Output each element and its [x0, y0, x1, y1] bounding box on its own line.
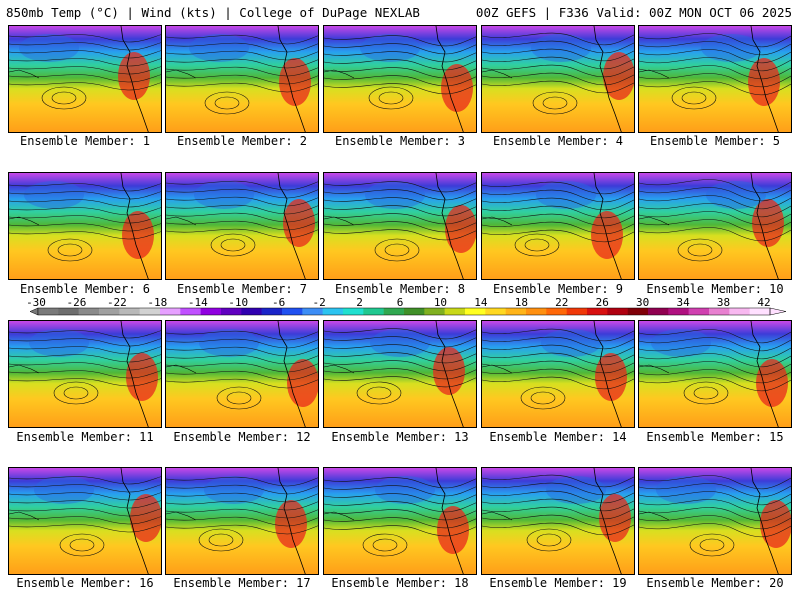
ensemble-member-label: Ensemble Member: 5: [649, 134, 781, 148]
colorbar-tick-label: 38: [717, 296, 730, 309]
colorbar-swatch: [709, 308, 730, 315]
colorbar-tick-label: 14: [474, 296, 488, 309]
colorbar-tick-label: -18: [147, 296, 167, 309]
colorbar-swatch: [261, 308, 283, 315]
ensemble-member-label: Ensemble Member: 20: [646, 576, 784, 590]
ensemble-member-map: [323, 467, 477, 575]
colorbar-tick-label: -30: [26, 296, 46, 309]
colorbar-swatch: [587, 308, 608, 315]
ensemble-member-map: [323, 172, 477, 280]
ensemble-member-map: [323, 320, 477, 428]
colorbar-swatch: [322, 308, 344, 315]
colorbar-swatch: [485, 308, 506, 315]
colorbar-tick-label: 30: [636, 296, 649, 309]
ensemble-member-label: Ensemble Member: 12: [173, 430, 311, 444]
ensemble-member-label: Ensemble Member: 18: [331, 576, 469, 590]
colorbar-tick-label: 6: [397, 296, 404, 309]
colorbar-swatch: [729, 308, 750, 315]
colorbar-swatch: [424, 308, 445, 315]
map-title: 850mb Temp (°C) | Wind (kts) | College o…: [6, 5, 420, 20]
ensemble-member-label: Ensemble Member: 13: [331, 430, 469, 444]
ensemble-member-map: [323, 25, 477, 133]
colorbar-swatch: [99, 308, 120, 315]
ensemble-member-map: [481, 467, 635, 575]
colorbar-swatch: [160, 308, 181, 315]
colorbar-tick-label: 22: [555, 296, 568, 309]
ensemble-member-label: Ensemble Member: 14: [489, 430, 627, 444]
colorbar-swatch: [302, 308, 323, 315]
colorbar-swatch: [180, 308, 201, 315]
colorbar-swatch: [668, 308, 689, 315]
colorbar-tick-label: -10: [228, 296, 248, 309]
colorbar-swatch: [363, 308, 384, 315]
colorbar-tick-label: -26: [67, 296, 87, 309]
colorbar-tick-label: 18: [515, 296, 528, 309]
ensemble-member-map: [481, 172, 635, 280]
colorbar-swatch: [505, 308, 527, 315]
colorbar-tick-label: -2: [312, 296, 325, 309]
ensemble-member-label: Ensemble Member: 9: [492, 282, 624, 296]
colorbar-swatch: [566, 308, 588, 315]
ensemble-member-label: Ensemble Member: 7: [176, 282, 308, 296]
model-run-info: 00Z GEFS | F336 Valid: 00Z MON OCT 06 20…: [475, 5, 792, 20]
ensemble-member-label: Ensemble Member: 15: [646, 430, 784, 444]
colorbar-swatch: [221, 308, 242, 315]
ensemble-member-map: [8, 25, 162, 133]
ensemble-member-label: Ensemble Member: 4: [492, 134, 624, 148]
colorbar-swatch: [383, 308, 405, 315]
colorbar-tick-label: 34: [676, 296, 690, 309]
colorbar-swatch: [58, 308, 79, 315]
colorbar-tick-label: 2: [356, 296, 363, 309]
colorbar-swatch: [627, 308, 649, 315]
ensemble-member-label: Ensemble Member: 3: [334, 134, 466, 148]
ensemble-member-label: Ensemble Member: 1: [19, 134, 151, 148]
ensemble-member-map: [638, 172, 792, 280]
colorbar-swatch: [282, 308, 303, 315]
ensemble-member-map: [638, 320, 792, 428]
ensemble-member-map: [165, 172, 319, 280]
colorbar-swatch: [139, 308, 161, 315]
colorbar-swatch: [78, 308, 100, 315]
colorbar-swatch: [465, 308, 486, 315]
colorbar-swatch: [526, 308, 547, 315]
ensemble-member-map: [8, 320, 162, 428]
ensemble-member-map: [165, 320, 319, 428]
colorbar-tick-label: -6: [272, 296, 285, 309]
ensemble-member-map: [165, 25, 319, 133]
ensemble-member-label: Ensemble Member: 17: [173, 576, 311, 590]
ensemble-member-map: [8, 172, 162, 280]
colorbar-swatch: [546, 308, 567, 315]
colorbar-swatch: [749, 308, 771, 315]
colorbar-swatch: [119, 308, 140, 315]
ensemble-member-map: [165, 467, 319, 575]
ensemble-member-map: [481, 320, 635, 428]
ensemble-member-label: Ensemble Member: 6: [19, 282, 151, 296]
ensemble-member-map: [638, 467, 792, 575]
colorbar-swatch: [38, 308, 59, 315]
colorbar-swatch: [343, 308, 364, 315]
colorbar-tick-label: -14: [188, 296, 208, 309]
ensemble-member-label: Ensemble Member: 10: [646, 282, 784, 296]
ensemble-member-map: [481, 25, 635, 133]
colorbar-swatch: [444, 308, 466, 315]
colorbar-swatch: [688, 308, 710, 315]
ensemble-member-label: Ensemble Member: 2: [176, 134, 308, 148]
ensemble-member-label: Ensemble Member: 8: [334, 282, 466, 296]
colorbar-tick-label: -22: [107, 296, 127, 309]
ensemble-member-map: [8, 467, 162, 575]
ensemble-member-label: Ensemble Member: 11: [16, 430, 154, 444]
ensemble-member-label: Ensemble Member: 16: [16, 576, 154, 590]
ensemble-member-map: [638, 25, 792, 133]
colorbar-swatch: [607, 308, 628, 315]
colorbar-tick-label: 26: [596, 296, 609, 309]
colorbar-swatch: [241, 308, 262, 315]
colorbar-swatch: [648, 308, 669, 315]
colorbar-tick-label: 42: [757, 296, 770, 309]
ensemble-member-label: Ensemble Member: 19: [489, 576, 627, 590]
colorbar-tick-label: 10: [434, 296, 447, 309]
colorbar-swatch: [404, 308, 425, 315]
colorbar-swatch: [200, 308, 222, 315]
temperature-colorbar: -30 -26 -22 -18 -14 -10 -6 -2 2 6 10 14 18 22 26 30 34 38…: [26, 296, 787, 316]
